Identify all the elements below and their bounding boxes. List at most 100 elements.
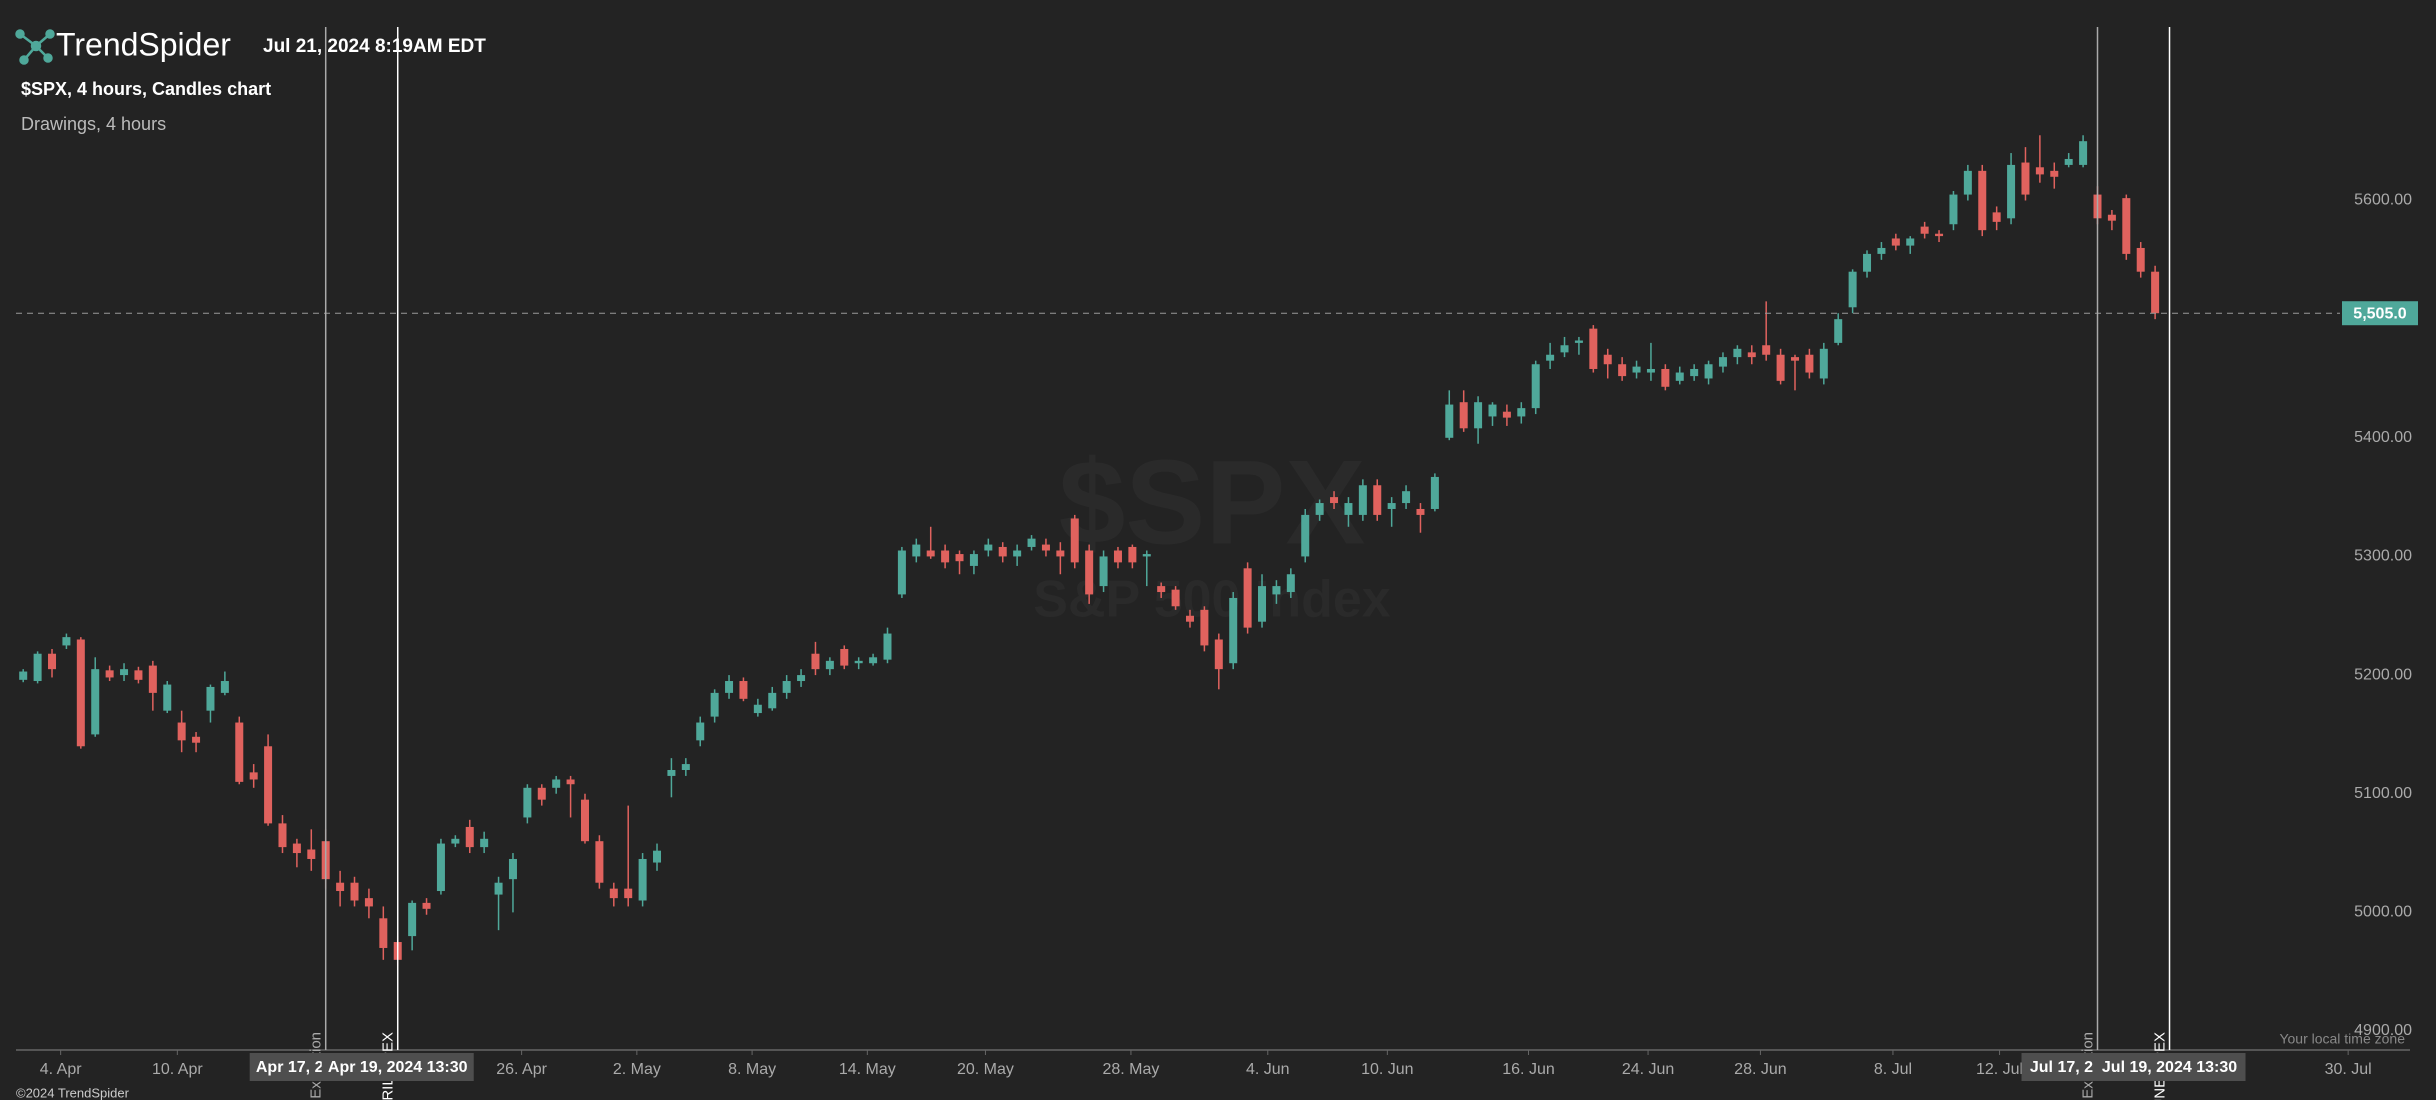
- candle-body: [1373, 485, 1382, 515]
- candle-body: [105, 670, 114, 678]
- candle-body: [797, 675, 806, 682]
- candle-body: [638, 858, 647, 901]
- x-tick-label: 28. May: [1102, 1061, 1159, 1078]
- candle-body: [998, 546, 1007, 557]
- candle-body: [91, 669, 100, 735]
- candle-body: [1243, 568, 1252, 628]
- candle-body: [1229, 597, 1238, 664]
- timezone-note: Your local time zone: [2279, 1031, 2405, 1047]
- candle-body: [883, 633, 892, 660]
- candle-body: [1387, 503, 1396, 509]
- candle-body: [264, 746, 273, 824]
- candle-body: [1344, 503, 1353, 515]
- candle-body: [811, 653, 820, 670]
- candle-body: [436, 843, 445, 892]
- candle-body: [422, 902, 431, 909]
- x-tick-label: 24. Jun: [1622, 1061, 1674, 1078]
- x-tick-label: 26. Apr: [496, 1061, 547, 1078]
- y-tick-label: 5600.00: [2354, 192, 2412, 209]
- candle-body: [1949, 194, 1958, 225]
- candle-body: [451, 838, 460, 844]
- candle-body: [192, 736, 201, 743]
- candle-body: [148, 665, 157, 693]
- candle-body: [523, 787, 532, 818]
- candle-body: [2007, 164, 2016, 219]
- candle-body: [1315, 503, 1324, 515]
- x-tick-label: 10. Jun: [1361, 1061, 1413, 1078]
- candle-body: [1459, 402, 1468, 429]
- candle-body: [1416, 508, 1425, 515]
- candle-body: [235, 722, 244, 782]
- candle-body: [364, 898, 373, 907]
- candle-body: [1474, 402, 1483, 429]
- x-tick-label: 2. May: [613, 1061, 661, 1078]
- candle-body: [1963, 170, 1972, 195]
- candle-body: [969, 554, 978, 566]
- candle-body: [2136, 247, 2145, 272]
- x-tick-label: 8. Jul: [1874, 1061, 1912, 1078]
- candle-body: [2107, 214, 2116, 221]
- candle-body: [1531, 364, 1540, 409]
- x-tick-label: 16. Jun: [1502, 1061, 1554, 1078]
- x-tick-label: 4. Apr: [40, 1061, 82, 1078]
- candle-body: [480, 838, 489, 848]
- x-tick-label: 30. Jul: [2325, 1061, 2372, 1078]
- candle-body: [1142, 554, 1151, 557]
- candle-body: [249, 772, 258, 780]
- candle-body: [897, 550, 906, 595]
- candle-body: [739, 681, 748, 699]
- candle-body: [307, 849, 316, 859]
- candle-body: [2122, 198, 2131, 254]
- candle-body: [1358, 485, 1367, 515]
- candle-body: [33, 653, 42, 682]
- candle-body: [1301, 514, 1310, 557]
- plot-area: 4900.00 5000.00 5100.00 5200.00 5300.00 5400.…: [16, 27, 2418, 1100]
- candle-body: [1200, 609, 1209, 646]
- x-tick-label: 8. May: [728, 1061, 776, 1078]
- candle-body: [1675, 372, 1684, 381]
- candle-body: [48, 653, 57, 670]
- candle-body: [1863, 253, 1872, 272]
- last-price-box: [2342, 301, 2418, 326]
- event-date: Jul 19, 2024 13:30: [2102, 1059, 2237, 1076]
- candle-body: [292, 843, 301, 854]
- candle-body: [955, 554, 964, 562]
- candle-body: [1776, 354, 1785, 381]
- watermark: $SPX: [1059, 436, 1366, 570]
- x-tick-label: 4. Jun: [1246, 1061, 1290, 1078]
- candle-body: [494, 882, 503, 895]
- candle-body: [869, 657, 878, 664]
- x-tick-label: 12. Jul: [1976, 1061, 2023, 1078]
- y-tick-label: 5000.00: [2354, 904, 2412, 921]
- candle-body: [1517, 408, 1526, 417]
- candle-body: [624, 888, 633, 899]
- candle-body: [854, 660, 863, 664]
- last-price-label: 5,505.0: [2353, 305, 2406, 322]
- candle-body: [220, 681, 229, 693]
- candle-body: [1445, 404, 1454, 438]
- candle-body: [580, 799, 589, 842]
- candle-body: [1056, 550, 1065, 557]
- candle-body: [465, 826, 474, 848]
- candle-body: [941, 550, 950, 563]
- event-date-box: [2093, 1053, 2246, 1081]
- chart-info: $SPX, 4 hours, Candles chart: [21, 79, 271, 99]
- brand: TrendSpider: [56, 26, 231, 62]
- logo-icon: [15, 29, 55, 65]
- candle-body: [1157, 586, 1166, 593]
- candle-body: [1819, 348, 1828, 379]
- y-tick-label: 5400.00: [2354, 429, 2412, 446]
- candle-body: [1992, 212, 2001, 222]
- candle-body: [1618, 364, 1627, 377]
- candle-body: [278, 823, 287, 848]
- candle-body: [1978, 170, 1987, 231]
- candle-body: [1574, 340, 1583, 343]
- candle-body: [163, 684, 172, 711]
- candle-body: [2151, 271, 2160, 314]
- candle-body: [2021, 162, 2030, 195]
- candle-body: [1747, 352, 1756, 358]
- candle-body: [134, 670, 143, 680]
